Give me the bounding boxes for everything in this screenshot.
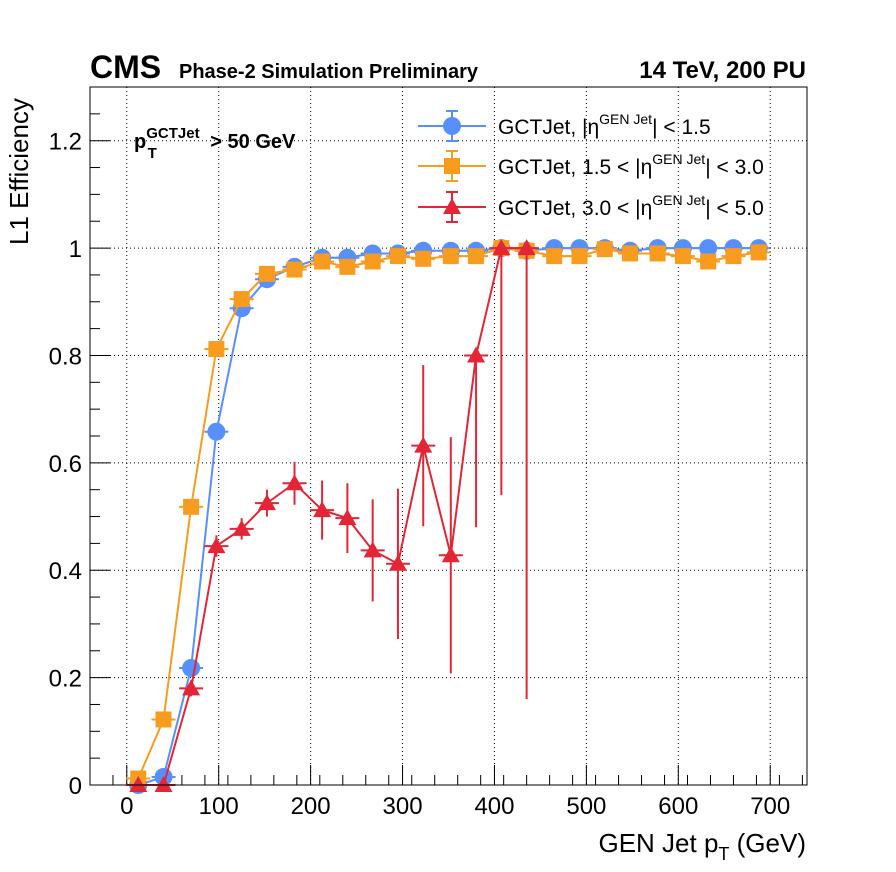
- series-triangle: [126, 239, 539, 792]
- data-point: [339, 258, 356, 275]
- data-point: [129, 776, 148, 792]
- data-point: [232, 519, 251, 536]
- series-line: [138, 247, 527, 786]
- series-line: [137, 247, 759, 786]
- experiment-label: CMS: [90, 49, 161, 85]
- x-tick-label: 200: [291, 793, 331, 820]
- data-point: [649, 245, 666, 262]
- data-point: [364, 253, 381, 270]
- data-point: [699, 239, 718, 258]
- data-point: [546, 248, 563, 265]
- data-point: [182, 658, 201, 677]
- data-point: [622, 245, 639, 262]
- x-tick-label: 400: [474, 793, 514, 820]
- axis-ticks: [89, 113, 803, 786]
- data-point: [154, 776, 173, 792]
- data-point: [492, 239, 511, 256]
- data-point: [414, 436, 433, 453]
- plot-frame: [89, 86, 808, 786]
- data-point: [207, 537, 226, 554]
- legend-entry-endcap: GCTJet, 1.5 < |ηGEN Jet| < 3.0: [418, 150, 764, 182]
- x-tick-label: 100: [199, 793, 239, 820]
- data-point: [314, 253, 331, 270]
- subtitle-label: Phase-2 Simulation Preliminary: [179, 61, 479, 83]
- data-point: [441, 546, 460, 563]
- series-line: [137, 247, 759, 779]
- series-circle: [126, 239, 771, 794]
- y-tick-label: 0.8: [49, 343, 82, 370]
- data-point: [467, 346, 486, 363]
- data-point: [596, 241, 613, 258]
- x-tick-label: 700: [750, 793, 790, 820]
- data-point: [285, 474, 304, 491]
- series-square: [126, 240, 771, 787]
- data-point: [700, 253, 717, 270]
- data-point: [313, 501, 332, 518]
- data-point: [415, 250, 432, 267]
- svg-text:GCTJet, 3.0 < |ηGEN Jet| < 5.0: GCTJet, 3.0 < |ηGEN Jet| < 5.0: [498, 192, 764, 220]
- legend-entry-forward: GCTJet, 3.0 < |ηGEN Jet| < 5.0: [418, 191, 764, 223]
- data-point: [388, 554, 407, 571]
- legend-entry-central: GCTJet, |ηGEN Jet| < 1.5: [418, 110, 711, 142]
- data-point: [258, 265, 275, 282]
- x-tick-label: 500: [566, 793, 606, 820]
- legend: GCTJet, |ηGEN Jet| < 1.5 GCTJet, 1.5 < |…: [418, 110, 764, 223]
- data-point: [725, 248, 742, 265]
- y-tick-label: 1: [69, 236, 82, 263]
- data-point: [233, 291, 250, 308]
- data-point: [517, 239, 536, 256]
- x-tick-label: 600: [658, 793, 698, 820]
- data-point: [338, 509, 357, 526]
- data-point: [442, 248, 459, 265]
- x-axis-title: GEN Jet pT (GeV): [598, 828, 806, 864]
- data-point: [286, 261, 303, 278]
- data-series: [126, 239, 771, 794]
- data-point: [183, 498, 200, 515]
- data-point: [363, 541, 382, 558]
- svg-text:GCTJet, 1.5 < |ηGEN Jet| < 3.0: GCTJet, 1.5 < |ηGEN Jet| < 3.0: [498, 151, 764, 179]
- energy-label: 14 TeV, 200 PU: [639, 57, 806, 84]
- y-tick-label: 0.6: [49, 451, 82, 478]
- data-point: [389, 248, 406, 265]
- data-point: [468, 248, 485, 265]
- x-tick-label: 0: [120, 793, 133, 820]
- data-point: [207, 422, 226, 441]
- y-axis-title: L1 Efficiency: [4, 98, 34, 245]
- y-tick-label: 0: [69, 773, 82, 800]
- svg-text:GCTJet, |ηGEN Jet| < 1.5: GCTJet, |ηGEN Jet| < 1.5: [498, 111, 711, 139]
- x-tick-label: 300: [383, 793, 423, 820]
- data-point: [571, 248, 588, 265]
- data-point: [750, 244, 767, 261]
- data-point: [257, 494, 276, 511]
- pt-threshold-annotation: pGCTJet T > 50 GeV: [134, 125, 296, 162]
- data-point: [674, 248, 691, 265]
- data-point: [155, 711, 172, 728]
- data-point: [182, 679, 201, 696]
- y-tick-label: 1.2: [49, 129, 82, 156]
- y-tick-label: 0.4: [49, 558, 82, 585]
- data-point: [208, 341, 225, 358]
- y-tick-label: 0.2: [49, 666, 82, 693]
